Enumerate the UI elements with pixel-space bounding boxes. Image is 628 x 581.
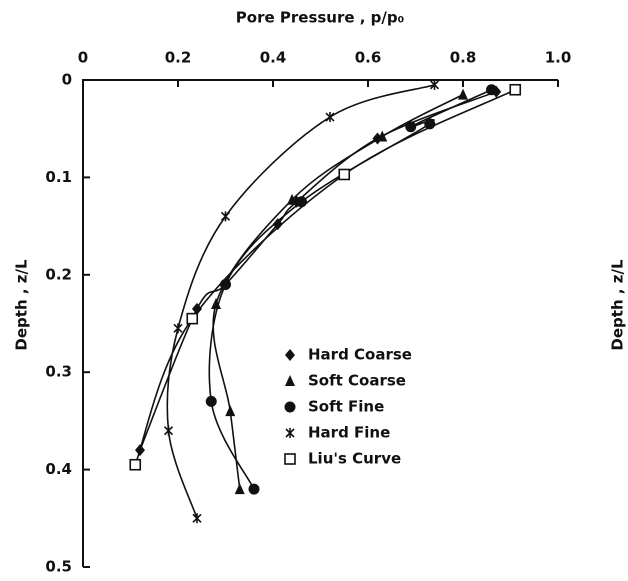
data-point	[429, 79, 440, 90]
data-point	[509, 83, 522, 96]
data-point	[205, 395, 217, 407]
data-point	[234, 483, 245, 495]
legend-label: Soft Coarse	[308, 372, 406, 390]
data-point	[486, 84, 497, 96]
x-tick-label: 0.2	[165, 49, 192, 67]
y-tick-label: 0.3	[45, 363, 72, 381]
chart-title: Pore Pressure , p/p₀	[236, 9, 404, 27]
legend-marker	[285, 428, 295, 438]
data-point	[338, 168, 351, 181]
data-point	[129, 458, 142, 471]
data-point	[296, 196, 307, 208]
y-axis-label: Depth , z/L	[13, 259, 31, 351]
x-tick-label: 0.6	[355, 49, 382, 67]
legend-marker	[285, 349, 295, 361]
legend-marker	[284, 401, 296, 413]
data-point	[173, 323, 183, 334]
series-curve	[139, 90, 497, 451]
data-point	[325, 112, 335, 123]
y-tick-label: 0.5	[45, 558, 72, 576]
data-point	[220, 211, 231, 222]
y-tick-label: 0.1	[45, 168, 72, 186]
x-tick-label: 0.4	[260, 49, 287, 67]
y-tick-label: 0	[62, 71, 72, 89]
data-point	[272, 218, 283, 231]
data-point	[220, 279, 231, 291]
series-curve	[134, 89, 516, 466]
data-point	[248, 483, 260, 495]
legend-marker	[284, 453, 296, 465]
x-tick-label: 1.0	[545, 49, 572, 67]
data-point	[287, 193, 297, 205]
legend-marker	[285, 375, 295, 386]
data-point	[405, 121, 417, 133]
y-axis-label-right: Depth , z/L	[609, 259, 627, 351]
legend-label: Soft Fine	[308, 398, 384, 416]
data-point	[192, 513, 202, 524]
x-tick-label: 0	[78, 49, 88, 67]
data-point	[186, 312, 199, 325]
legend-label: Hard Coarse	[308, 346, 412, 364]
y-tick-label: 0.4	[45, 460, 72, 478]
legend-label: Liu's Curve	[308, 450, 401, 468]
y-tick-label: 0.2	[45, 265, 72, 283]
legend-label: Hard Fine	[308, 424, 390, 442]
data-point	[458, 88, 468, 100]
data-point	[377, 130, 388, 142]
data-point	[163, 425, 174, 436]
x-tick-label: 0.8	[450, 49, 477, 67]
data-point	[225, 405, 236, 417]
data-point	[192, 302, 202, 315]
axes	[82, 79, 558, 567]
